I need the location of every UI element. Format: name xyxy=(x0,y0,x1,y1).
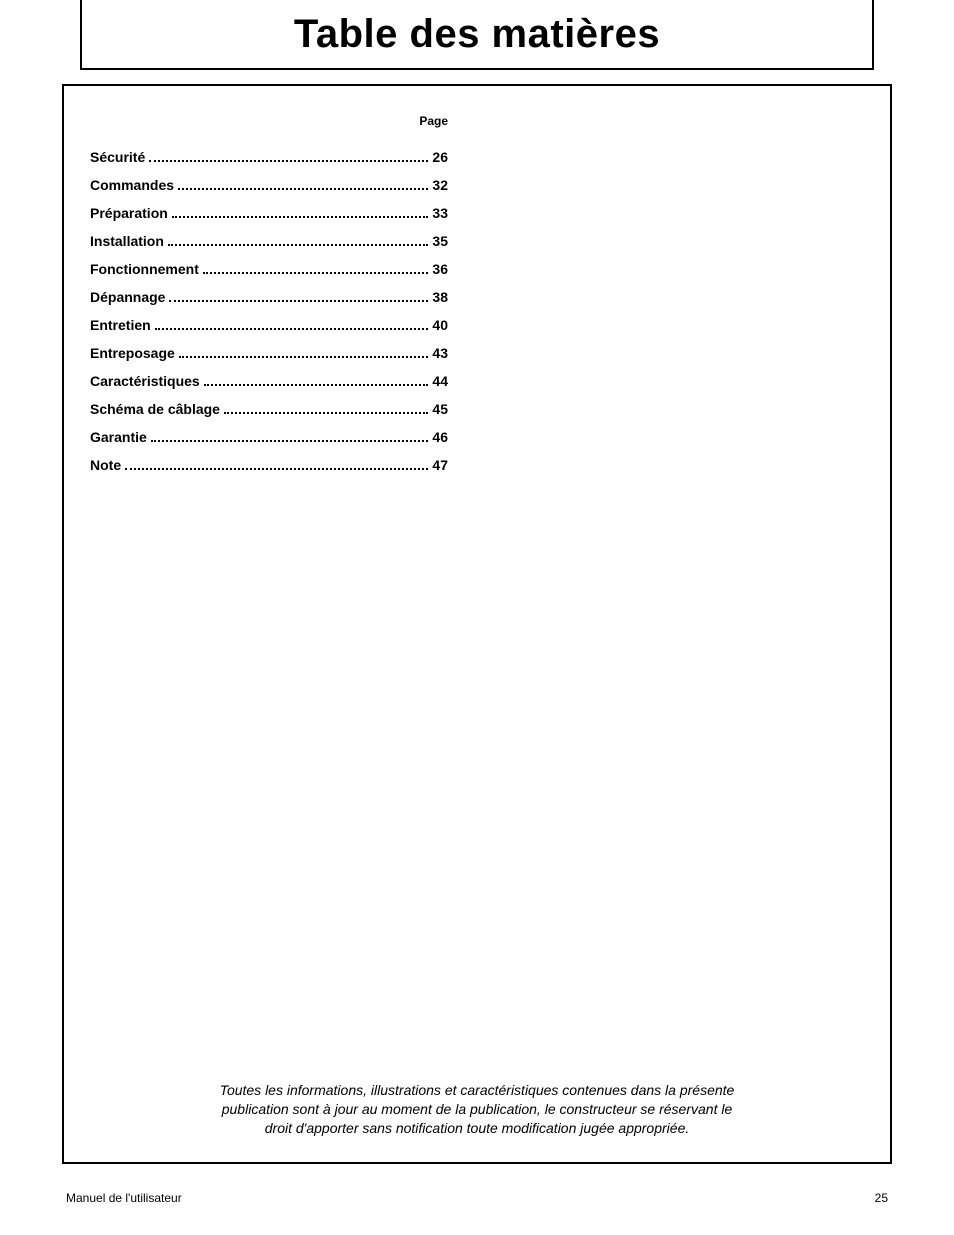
toc-page-number: 46 xyxy=(432,430,448,444)
toc-list: Sécurité 26 Commandes 32 Préparation 33 Instal… xyxy=(90,136,448,486)
toc-row: Entretien 40 xyxy=(90,318,448,332)
toc-leader-dots xyxy=(178,188,428,190)
toc-label: Garantie xyxy=(90,430,147,444)
toc-label: Installation xyxy=(90,234,164,248)
toc-label: Note xyxy=(90,458,121,472)
toc-page-number: 35 xyxy=(432,234,448,248)
page-title: Table des matières xyxy=(294,12,660,57)
toc-row: Garantie 46 xyxy=(90,430,448,444)
toc-page-number: 38 xyxy=(432,290,448,304)
toc-leader-dots xyxy=(125,468,428,470)
toc-label: Caractéristiques xyxy=(90,374,200,388)
toc-row: Sécurité 26 xyxy=(90,150,448,164)
page: Table des matières Page Sécurité 26 Comman… xyxy=(0,0,954,1235)
toc-label: Entretien xyxy=(90,318,151,332)
toc-page-number: 26 xyxy=(432,150,448,164)
toc-column-header: Page xyxy=(90,114,448,128)
toc-row: Installation 35 xyxy=(90,234,448,248)
toc-label: Fonctionnement xyxy=(90,262,199,276)
toc-page-number: 45 xyxy=(432,402,448,416)
toc-leader-dots xyxy=(203,272,429,274)
footer-left-text: Manuel de l'utilisateur xyxy=(66,1191,182,1205)
toc-page-number: 44 xyxy=(432,374,448,388)
toc-label: Commandes xyxy=(90,178,174,192)
toc-page-number: 32 xyxy=(432,178,448,192)
toc-row: Commandes 32 xyxy=(90,178,448,192)
title-frame: Table des matières xyxy=(80,0,874,70)
toc-leader-dots xyxy=(172,216,429,218)
toc-row: Entreposage 43 xyxy=(90,346,448,360)
toc-page-number: 40 xyxy=(432,318,448,332)
toc-label: Préparation xyxy=(90,206,168,220)
toc-row: Dépannage 38 xyxy=(90,290,448,304)
toc-row: Note 47 xyxy=(90,458,448,472)
toc-row: Schéma de câblage 45 xyxy=(90,402,448,416)
toc-leader-dots xyxy=(179,356,429,358)
toc-page-number: 36 xyxy=(432,262,448,276)
toc-row: Caractéristiques 44 xyxy=(90,374,448,388)
toc-leader-dots xyxy=(151,440,429,442)
toc-row: Fonctionnement 36 xyxy=(90,262,448,276)
disclaimer-text: Toutes les informations, illustrations e… xyxy=(64,1081,890,1138)
toc-page-number: 43 xyxy=(432,346,448,360)
toc-label: Sécurité xyxy=(90,150,145,164)
toc-leader-dots xyxy=(204,384,429,386)
toc-label: Schéma de câblage xyxy=(90,402,220,416)
toc-page-number: 47 xyxy=(432,458,448,472)
toc-row: Préparation 33 xyxy=(90,206,448,220)
toc-leader-dots xyxy=(155,328,429,330)
toc-label: Entreposage xyxy=(90,346,175,360)
toc-leader-dots xyxy=(224,412,428,414)
toc-label: Dépannage xyxy=(90,290,165,304)
footer-page-number: 25 xyxy=(875,1191,888,1205)
toc-page-number: 33 xyxy=(432,206,448,220)
toc-leader-dots xyxy=(168,244,429,246)
toc-leader-dots xyxy=(169,300,428,302)
toc-leader-dots xyxy=(149,160,428,162)
page-footer: Manuel de l'utilisateur 25 xyxy=(66,1191,888,1205)
content-frame: Page Sécurité 26 Commandes 32 Préparation 33 I… xyxy=(62,84,892,1164)
